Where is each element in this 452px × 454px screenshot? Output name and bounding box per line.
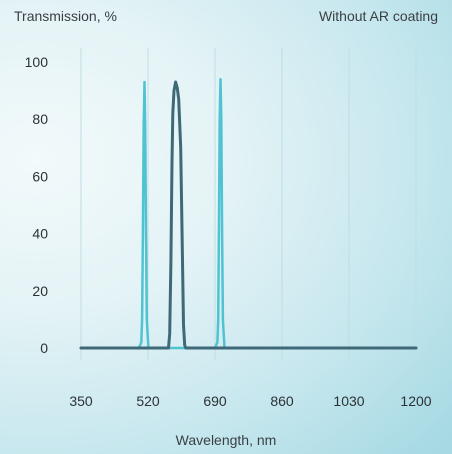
y-tick-label-1: 80 bbox=[32, 111, 48, 127]
y-tick-label-2: 60 bbox=[32, 168, 48, 184]
x-axis-title: Wavelength, nm bbox=[175, 432, 277, 448]
series-line-0 bbox=[79, 77, 418, 350]
x-tick-label-4: 1030 bbox=[333, 393, 364, 409]
y-tick-label-0: 100 bbox=[25, 54, 49, 70]
x-tick-label-2: 690 bbox=[203, 393, 227, 409]
y-tick-label-3: 40 bbox=[32, 226, 48, 242]
series-line-1 bbox=[79, 80, 418, 350]
x-tick-label-1: 520 bbox=[136, 393, 160, 409]
x-tick-label-5: 1200 bbox=[400, 393, 431, 409]
chart-annotation: Without AR coating bbox=[318, 8, 438, 24]
x-tick-label-0: 350 bbox=[69, 393, 93, 409]
y-axis-title: Transmission, % bbox=[14, 8, 117, 24]
x-tick-label-3: 860 bbox=[270, 393, 294, 409]
y-tick-label-4: 20 bbox=[32, 283, 48, 299]
y-tick-label-5: 0 bbox=[40, 340, 48, 356]
